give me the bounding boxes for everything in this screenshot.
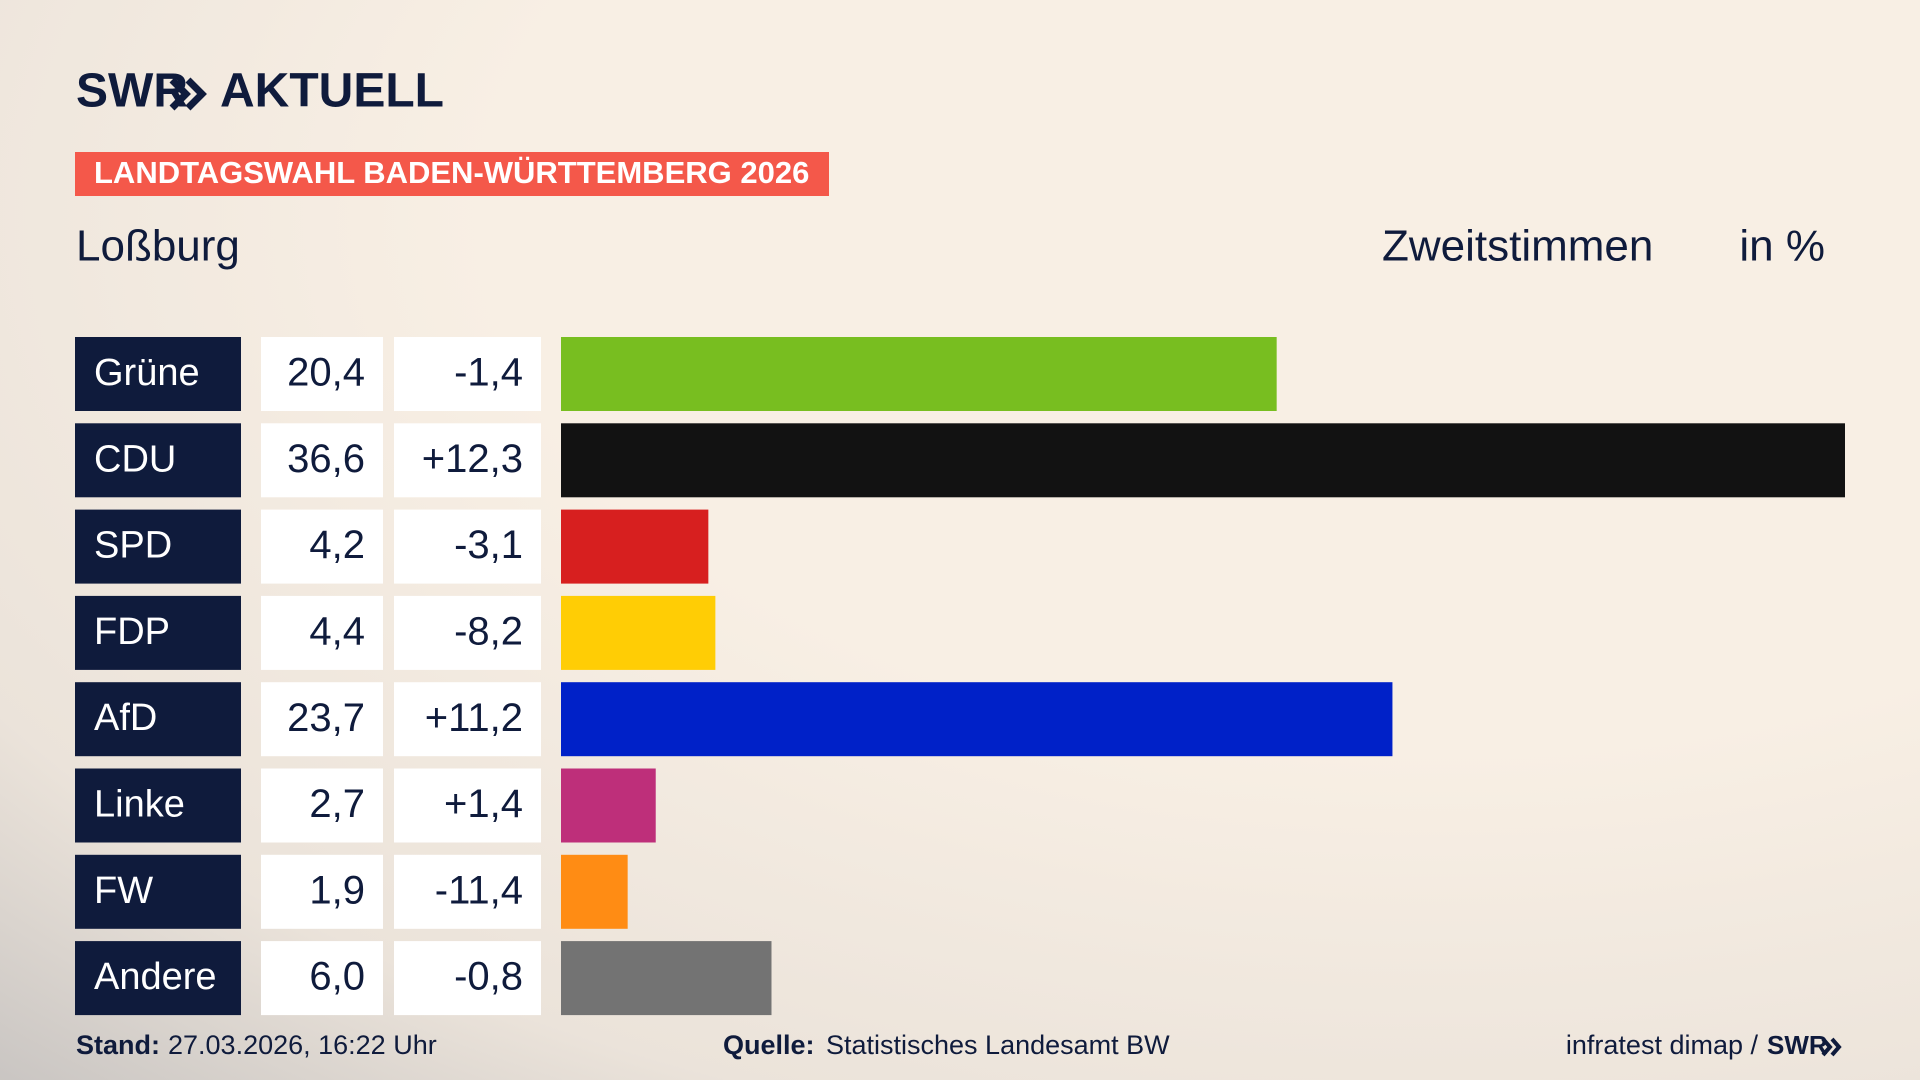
change-box: [394, 854, 541, 929]
stand: 27.03.2026, 16:22 Uhr: [168, 1030, 437, 1060]
party-name: CDU: [94, 438, 176, 480]
value-box: [261, 509, 383, 584]
value-label: 2,7: [309, 782, 365, 826]
party-name: Andere: [94, 956, 217, 998]
value-box: [261, 854, 383, 929]
source-label: Quelle:: [723, 1030, 815, 1060]
change-box: [394, 423, 541, 498]
value-label: 23,7: [287, 696, 365, 740]
bar: [561, 337, 1277, 411]
value-label: 20,4: [287, 351, 365, 395]
party-box: [75, 595, 241, 670]
chart-title: Loßburg: [76, 222, 240, 271]
party-name: SPD: [94, 525, 172, 567]
rows: Grüne 20,4 -1,4 CDU 36,6 +12,3 SPD 4,2 -3,1 FDP 4,…: [75, 337, 1845, 1016]
change-box: [394, 768, 541, 843]
brand-product: AKTUELL: [220, 65, 444, 118]
subtitle: Zweitstimmen: [1382, 222, 1653, 271]
brand-chevrons: [169, 77, 207, 111]
value-label: 4,2: [309, 523, 365, 567]
party-name: Grüne: [94, 352, 200, 394]
party-box: [75, 854, 241, 929]
value-box: [261, 768, 383, 843]
brand: SWR: [76, 65, 188, 118]
change-box: [394, 337, 541, 411]
party-name: FDP: [94, 611, 170, 653]
bar: [561, 768, 656, 843]
change-box: [394, 509, 541, 584]
party-box: [75, 337, 241, 411]
credit: infratest dimap /: [1566, 1030, 1759, 1060]
change-box: [394, 682, 541, 757]
change-label: -1,4: [454, 351, 523, 395]
value-box: [261, 682, 383, 757]
value-box: [261, 941, 383, 1016]
value-box: [261, 595, 383, 670]
value-label: 1,9: [309, 868, 365, 912]
party-name: AfD: [94, 697, 157, 739]
party-box: [75, 768, 241, 843]
bar: [561, 854, 628, 929]
kicker-box: [75, 152, 829, 196]
change-label: +11,2: [425, 696, 523, 740]
change-label: -3,1: [454, 523, 523, 567]
source: Statistisches Landesamt BW: [826, 1030, 1170, 1060]
party-box: [75, 509, 241, 584]
bar: [561, 682, 1393, 757]
change-box: [394, 595, 541, 670]
value-label: 36,6: [287, 437, 365, 481]
change-box: [394, 941, 541, 1016]
credit-chevrons: [1821, 1037, 1842, 1057]
unit: in %: [1739, 222, 1825, 271]
value-box: [261, 337, 383, 411]
change-label: -0,8: [454, 955, 523, 999]
party-name: Linke: [94, 784, 185, 826]
change-label: -11,4: [435, 868, 523, 912]
party-box: [75, 423, 241, 498]
value-label: 6,0: [309, 955, 365, 999]
value-box: [261, 423, 383, 498]
bar: [561, 595, 716, 670]
change-label: +12,3: [422, 437, 523, 481]
party-box: [75, 682, 241, 757]
change-label: +1,4: [444, 782, 523, 826]
bar: [561, 423, 1845, 498]
change-label: -8,2: [454, 609, 523, 653]
value-label: 4,4: [309, 609, 365, 653]
party-box: [75, 941, 241, 1016]
bar: [561, 509, 709, 584]
party-name: FW: [94, 870, 153, 912]
stand-label: Stand:: [76, 1030, 160, 1060]
bar: [561, 941, 772, 1016]
credit-brand: SWR: [1767, 1030, 1828, 1060]
kicker: LANDTAGSWAHL BADEN-WÜRTTEMBERG 2026: [94, 155, 809, 190]
